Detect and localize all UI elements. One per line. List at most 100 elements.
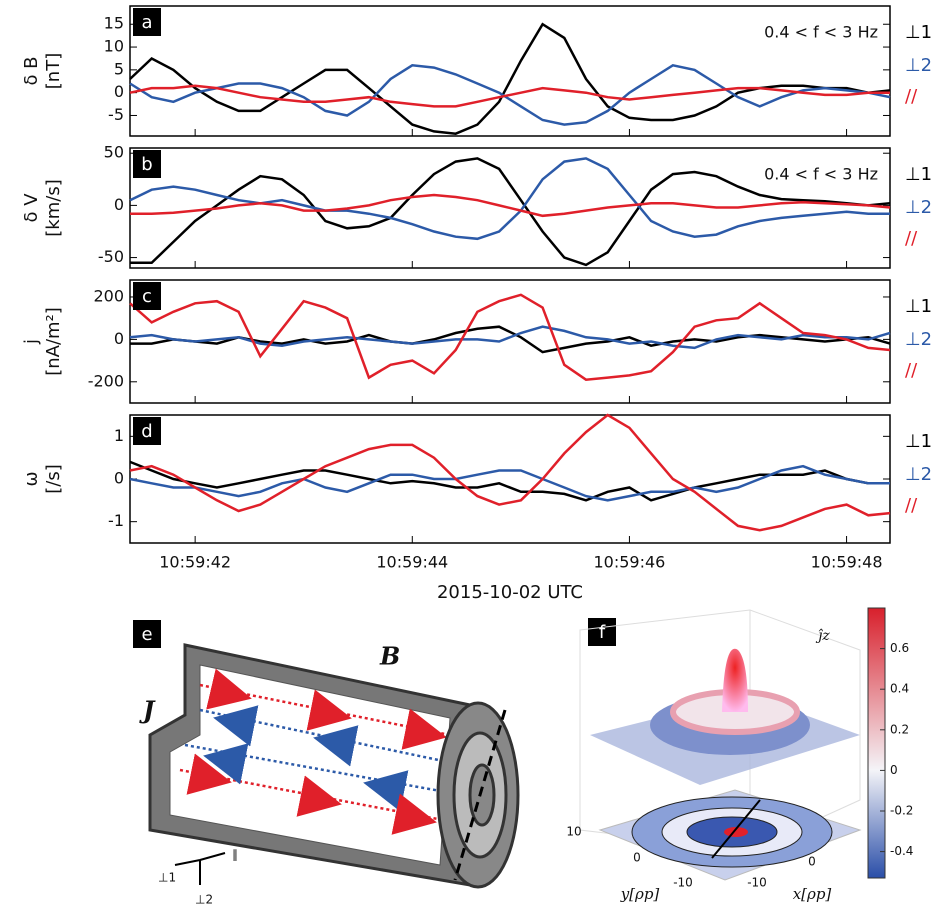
series-line <box>130 157 891 267</box>
panel-label: f <box>599 622 606 643</box>
y-label: [nA/m²] <box>43 307 64 376</box>
legend-entry: // <box>905 86 918 107</box>
arrow <box>313 725 359 767</box>
arrow <box>306 689 352 731</box>
panel-label-box <box>133 282 161 310</box>
legend-entry: ⊥2 <box>905 464 932 485</box>
y-tick-label: 0 <box>114 82 124 101</box>
arrow <box>186 753 232 795</box>
y-label: j <box>21 339 42 345</box>
end-ring <box>468 763 496 827</box>
legend-entry: ⊥1 <box>905 431 932 452</box>
axis-label: ∥ <box>232 848 238 862</box>
x-tick-label: 10:59:42 <box>159 553 231 572</box>
legend-entry: // <box>905 228 918 249</box>
y-tick-label: 1 <box>114 426 124 445</box>
y-label: δ B <box>21 56 42 85</box>
x-tick-label: 10:59:44 <box>376 553 448 572</box>
legend-entry: ⊥1 <box>905 296 932 317</box>
y-label: y[ρp] <box>620 885 660 903</box>
plot-frame <box>129 279 891 404</box>
x-label: x[ρp] <box>793 885 832 903</box>
x-tick-label: 10:59:48 <box>811 553 883 572</box>
panel-label-box <box>133 620 161 648</box>
contour <box>724 827 748 837</box>
y-tick-label: -1 <box>108 511 124 530</box>
arrow <box>206 668 252 710</box>
panel-label: a <box>141 12 152 33</box>
surface-title: ĵz <box>815 627 830 644</box>
y-tick-label: 15 <box>104 14 124 33</box>
colorbar <box>867 607 886 879</box>
series-line <box>130 325 891 354</box>
arrow <box>391 793 437 835</box>
y-label: [km/s] <box>43 179 64 236</box>
colorbar-tick-label: -0.2 <box>890 804 913 818</box>
y-tick-label: 5 <box>114 59 124 78</box>
y-tick-label: -10 <box>673 876 693 890</box>
colorbar-tick-label: -0.4 <box>890 844 913 858</box>
colorbar-tick-label: 0 <box>890 763 898 777</box>
arrow <box>401 708 447 750</box>
series-line <box>129 464 890 502</box>
panel-label-box <box>133 417 161 445</box>
surface-peak <box>722 648 748 712</box>
series-line <box>129 460 890 502</box>
colorbar-tick-label: 0.6 <box>890 641 909 655</box>
x-tick-label: 0 <box>808 855 816 869</box>
y-tick-label: 10 <box>566 825 581 839</box>
arrow <box>363 770 409 812</box>
field-label: B <box>379 642 400 671</box>
y-label: [nT] <box>43 53 64 89</box>
axis-arrow <box>453 709 507 881</box>
y-tick-label: 0 <box>633 851 641 865</box>
legend-entry: ⊥1 <box>905 164 932 185</box>
axis-label: ⊥1 <box>158 871 176 885</box>
y-tick-label: -50 <box>98 247 124 266</box>
panel-label: c <box>142 286 152 307</box>
colorbar-tick-label: 0.2 <box>890 722 909 736</box>
y-tick-label: 0 <box>114 469 124 488</box>
x-tick-label: -10 <box>747 876 767 890</box>
panel-label-box <box>588 618 616 646</box>
arrow <box>213 705 259 747</box>
panel-label-box <box>133 150 161 178</box>
y-tick-label: -5 <box>108 105 124 124</box>
x-tick-label: 10:59:46 <box>593 553 665 572</box>
legend-entry: ⊥2 <box>905 329 932 350</box>
series-line <box>129 413 891 532</box>
y-tick-label: 50 <box>104 143 124 162</box>
series-line <box>130 193 891 218</box>
legend-entry: ⊥2 <box>905 197 932 218</box>
legend-entry: ⊥1 <box>905 22 932 43</box>
plot-frame <box>129 147 891 269</box>
series-line <box>129 293 891 381</box>
legend-entry: // <box>905 495 918 516</box>
x-label: 2015-10-02 UTC <box>437 582 583 603</box>
axis <box>199 852 226 861</box>
y-label: [/s] <box>43 464 64 494</box>
axis <box>174 859 201 866</box>
arrow <box>711 799 761 859</box>
y-tick-label: -200 <box>88 371 124 390</box>
y-label: δ V <box>21 193 42 223</box>
y-label: ω <box>21 471 42 486</box>
panel-label: d <box>141 421 152 442</box>
panel-e: e B J ⊥1 ⊥2 ∥ <box>133 620 520 907</box>
legend-entry: // <box>905 360 918 381</box>
annotation: 0.4 < f < 3 Hz <box>764 165 878 184</box>
axis-label: ⊥2 <box>195 893 213 907</box>
colorbar-tick-label: 0.4 <box>890 682 909 696</box>
y-tick-label: 10 <box>104 37 124 56</box>
panel-f <box>579 607 886 881</box>
panel-label: b <box>141 154 152 175</box>
y-tick-label: 0 <box>114 195 124 214</box>
series-line <box>129 325 891 350</box>
series-line <box>129 84 890 108</box>
y-tick-label: 0 <box>114 329 124 348</box>
annotation: 0.4 < f < 3 Hz <box>764 23 878 42</box>
plot-frame <box>129 5 891 137</box>
plot-frame <box>129 414 891 544</box>
series-line <box>129 63 891 126</box>
